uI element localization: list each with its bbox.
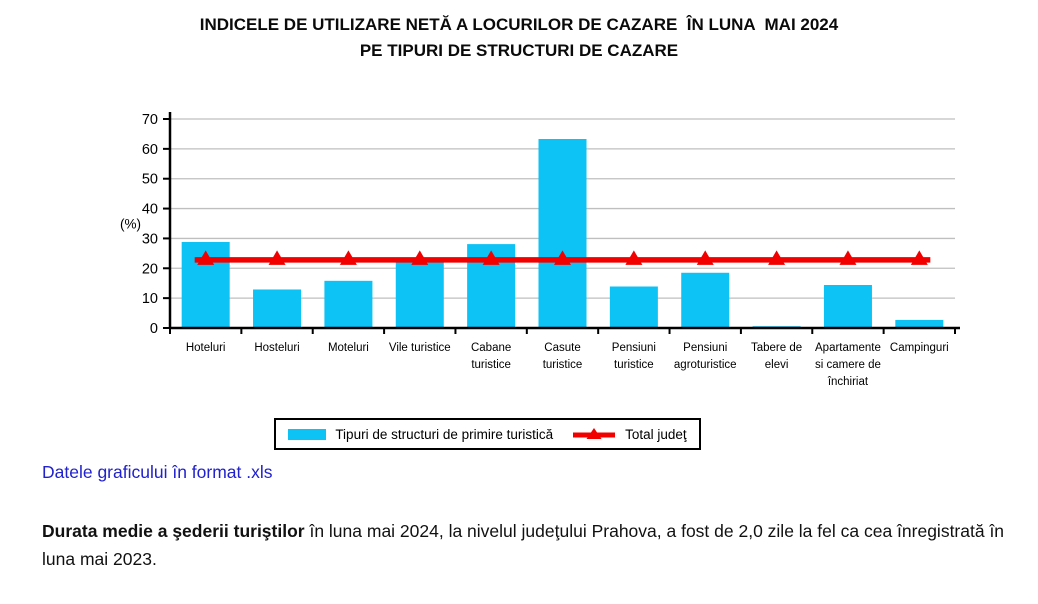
chart-title-line2: PE TIPURI DE STRUCTURI DE CAZARE — [359, 41, 679, 60]
total-line-marker-9 — [839, 250, 857, 265]
bar-6 — [609, 286, 658, 328]
x-axis-category-label: turistice — [471, 359, 511, 371]
bar-series-swatch — [288, 428, 327, 440]
y-axis-tick-label: 70 — [142, 112, 158, 128]
x-axis-category-label: Cabane — [471, 342, 511, 354]
bar-series-label: Tipuri de structuri de primire turistică — [335, 426, 554, 442]
total-line-marker-6 — [625, 250, 643, 265]
bar-chart: 0 10 20 30 40 50 60 70 (%) Hoteluri Hosteluri Motel… — [100, 105, 980, 440]
y-axis-tick-label: 0 — [150, 321, 158, 337]
total-line-marker-5 — [554, 250, 571, 265]
chart-title: INDICELE DE UTILIZARE NETĂ A LOCURILOR D… — [0, 12, 1038, 64]
legend-triangle-marker — [586, 428, 602, 439]
x-axis-category-label: Hosteluri — [254, 342, 299, 354]
total-line-marker-1 — [268, 250, 286, 265]
bar-7 — [681, 272, 730, 328]
x-axis-category-label: Moteluri — [328, 342, 369, 354]
x-axis-category-label: elevi — [765, 359, 789, 371]
x-axis-category-label: turistice — [614, 359, 654, 371]
y-axis-tick-label: 30 — [142, 231, 158, 247]
x-axis-category-label: închiriat — [827, 376, 869, 388]
chart-legend: Tipuri de structuri de primire turistică… — [274, 418, 701, 450]
bar-3 — [395, 262, 444, 328]
chart-canvas: 0 10 20 30 40 50 60 70 (%) Hoteluri Hosteluri Motel… — [120, 112, 960, 388]
y-axis-tick-label: 40 — [142, 202, 158, 218]
total-line-marker-10 — [910, 250, 928, 265]
bar-1 — [253, 289, 302, 328]
line-series-label: Total judeţ — [625, 426, 687, 442]
x-axis-category-label: Apartamente — [815, 342, 881, 354]
total-line-marker-8 — [768, 250, 786, 265]
note-rest: în luna mai 2024, la nivelul judeţului P… — [42, 521, 1005, 569]
y-axis-tick-label: 20 — [142, 261, 158, 277]
y-axis-tick-label: 60 — [142, 142, 158, 158]
total-line-marker-7 — [696, 250, 714, 265]
bar-2 — [324, 280, 373, 328]
y-axis-tick-label: 10 — [142, 291, 158, 307]
x-axis-category-label: Casute — [544, 342, 580, 354]
note-bold-lead: Durata medie a şederii turiştilor — [42, 521, 305, 541]
y-axis-unit-label: (%) — [120, 217, 141, 232]
x-axis-category-label: Tabere de — [751, 342, 802, 354]
total-line-marker-0 — [197, 250, 215, 265]
note-paragraph: Durata medie a şederii turiştilor în lun… — [42, 517, 1012, 573]
bar-10 — [895, 319, 944, 328]
line-swatch-canvas — [573, 428, 616, 439]
x-axis-category-label: agroturistice — [674, 359, 737, 371]
total-line-marker-4 — [482, 250, 500, 265]
x-axis-category-label: si camere de — [815, 359, 881, 371]
total-line-marker-2 — [339, 250, 357, 265]
xls-download-link[interactable]: Datele graficului în format .xls — [42, 462, 273, 482]
line-series-swatch — [572, 426, 616, 442]
x-axis-category-label: Hoteluri — [186, 342, 226, 354]
x-axis-category-label: turistice — [543, 359, 583, 371]
bar-9 — [823, 285, 872, 328]
x-axis-category-label: Pensiuni — [683, 342, 727, 354]
total-line-marker-3 — [411, 250, 429, 265]
x-axis-category-label: Campinguri — [890, 342, 949, 354]
bar-5 — [538, 139, 587, 328]
y-axis-tick-label: 50 — [142, 172, 158, 188]
x-axis-category-label: Vile turistice — [389, 342, 451, 354]
chart-title-line1: INDICELE DE UTILIZARE NETĂ A LOCURILOR D… — [199, 15, 839, 34]
x-axis-category-label: Pensiuni — [612, 342, 656, 354]
